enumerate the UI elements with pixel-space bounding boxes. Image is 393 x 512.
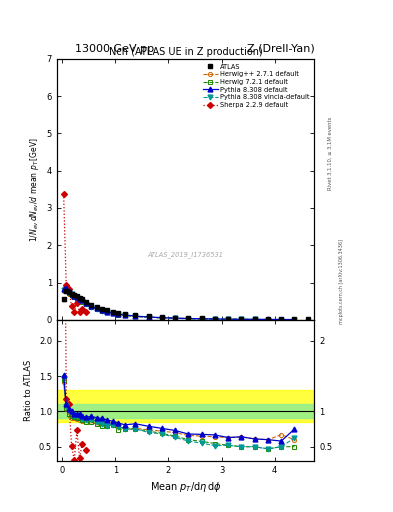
Legend: ATLAS, Herwig++ 2.7.1 default, Herwig 7.2.1 default, Pythia 8.308 default, Pythi: ATLAS, Herwig++ 2.7.1 default, Herwig 7.… — [202, 62, 311, 109]
Text: Z (Drell-Yan): Z (Drell-Yan) — [247, 44, 314, 54]
Text: Rivet 3.1.10, ≥ 3.1M events: Rivet 3.1.10, ≥ 3.1M events — [328, 117, 333, 190]
Y-axis label: $1/N_{ev}\,dN_{ev}/d$ mean $p_T\,[\mathrm{GeV}]$: $1/N_{ev}\,dN_{ev}/d$ mean $p_T\,[\mathr… — [28, 137, 41, 242]
Title: Nch (ATLAS UE in Z production): Nch (ATLAS UE in Z production) — [109, 47, 263, 57]
Text: ATLAS_2019_I1736531: ATLAS_2019_I1736531 — [148, 251, 224, 258]
Text: 13000 GeV pp: 13000 GeV pp — [75, 44, 154, 54]
X-axis label: Mean $p_T/\mathrm{d}\eta\,\mathrm{d}\phi$: Mean $p_T/\mathrm{d}\eta\,\mathrm{d}\phi… — [150, 480, 222, 494]
Y-axis label: Ratio to ATLAS: Ratio to ATLAS — [24, 359, 33, 421]
Text: mcplots.cern.ch [arXiv:1306.3436]: mcplots.cern.ch [arXiv:1306.3436] — [339, 239, 344, 324]
